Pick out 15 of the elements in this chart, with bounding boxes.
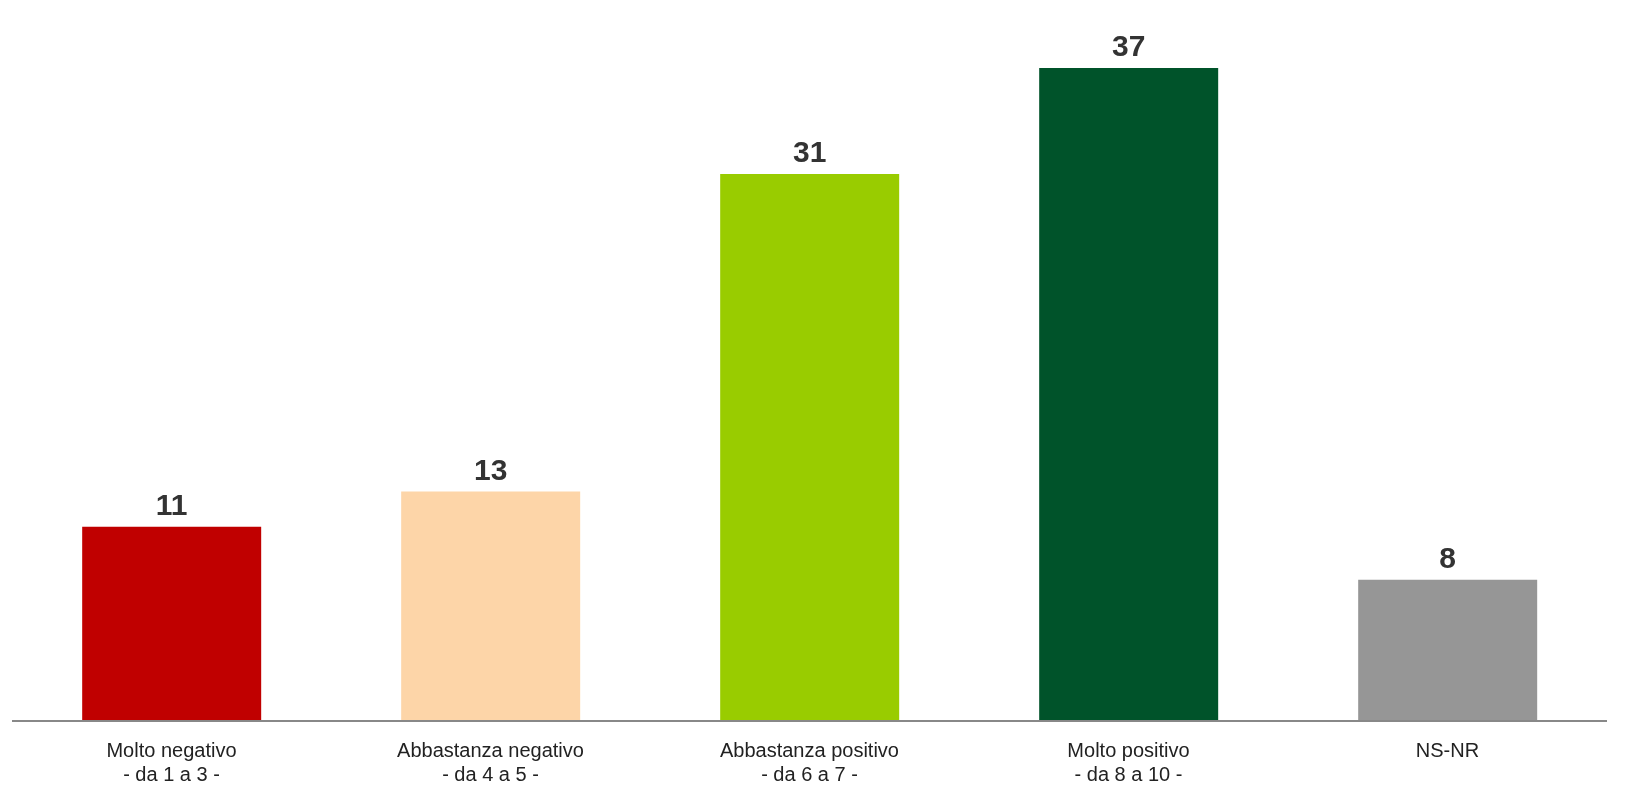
bar xyxy=(401,491,581,721)
x-tick-label: NS-NR xyxy=(1415,739,1480,761)
data-label: 37 xyxy=(1111,29,1146,62)
data-label: 13 xyxy=(473,452,508,486)
x-tick-label: Molto positivo - da 8 a 10 - xyxy=(1067,739,1190,785)
data-label: 8 xyxy=(1439,540,1457,574)
bar xyxy=(82,526,262,721)
x-tick-label: Abbastanza negativo - da 4 a 5 - xyxy=(397,739,584,785)
bar xyxy=(720,173,900,721)
bar xyxy=(1358,579,1538,721)
bar xyxy=(1039,68,1219,721)
x-tick-label: Molto negativo - da 1 a 3 - xyxy=(106,739,237,785)
data-label: 31 xyxy=(792,134,827,168)
x-tick-label: Abbastanza positivo - da 6 a 7 - xyxy=(719,739,900,785)
data-label: 11 xyxy=(155,487,188,521)
